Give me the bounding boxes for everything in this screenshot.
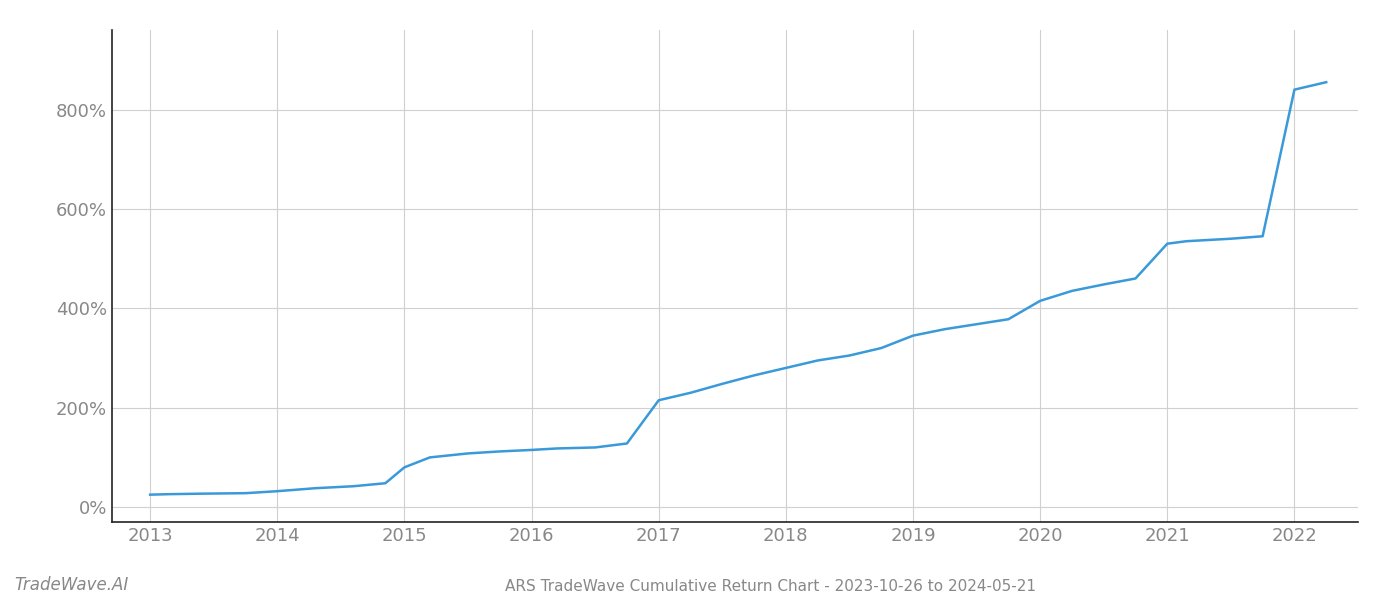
Text: TradeWave.AI: TradeWave.AI (14, 576, 129, 594)
Text: ARS TradeWave Cumulative Return Chart - 2023-10-26 to 2024-05-21: ARS TradeWave Cumulative Return Chart - … (504, 579, 1036, 594)
